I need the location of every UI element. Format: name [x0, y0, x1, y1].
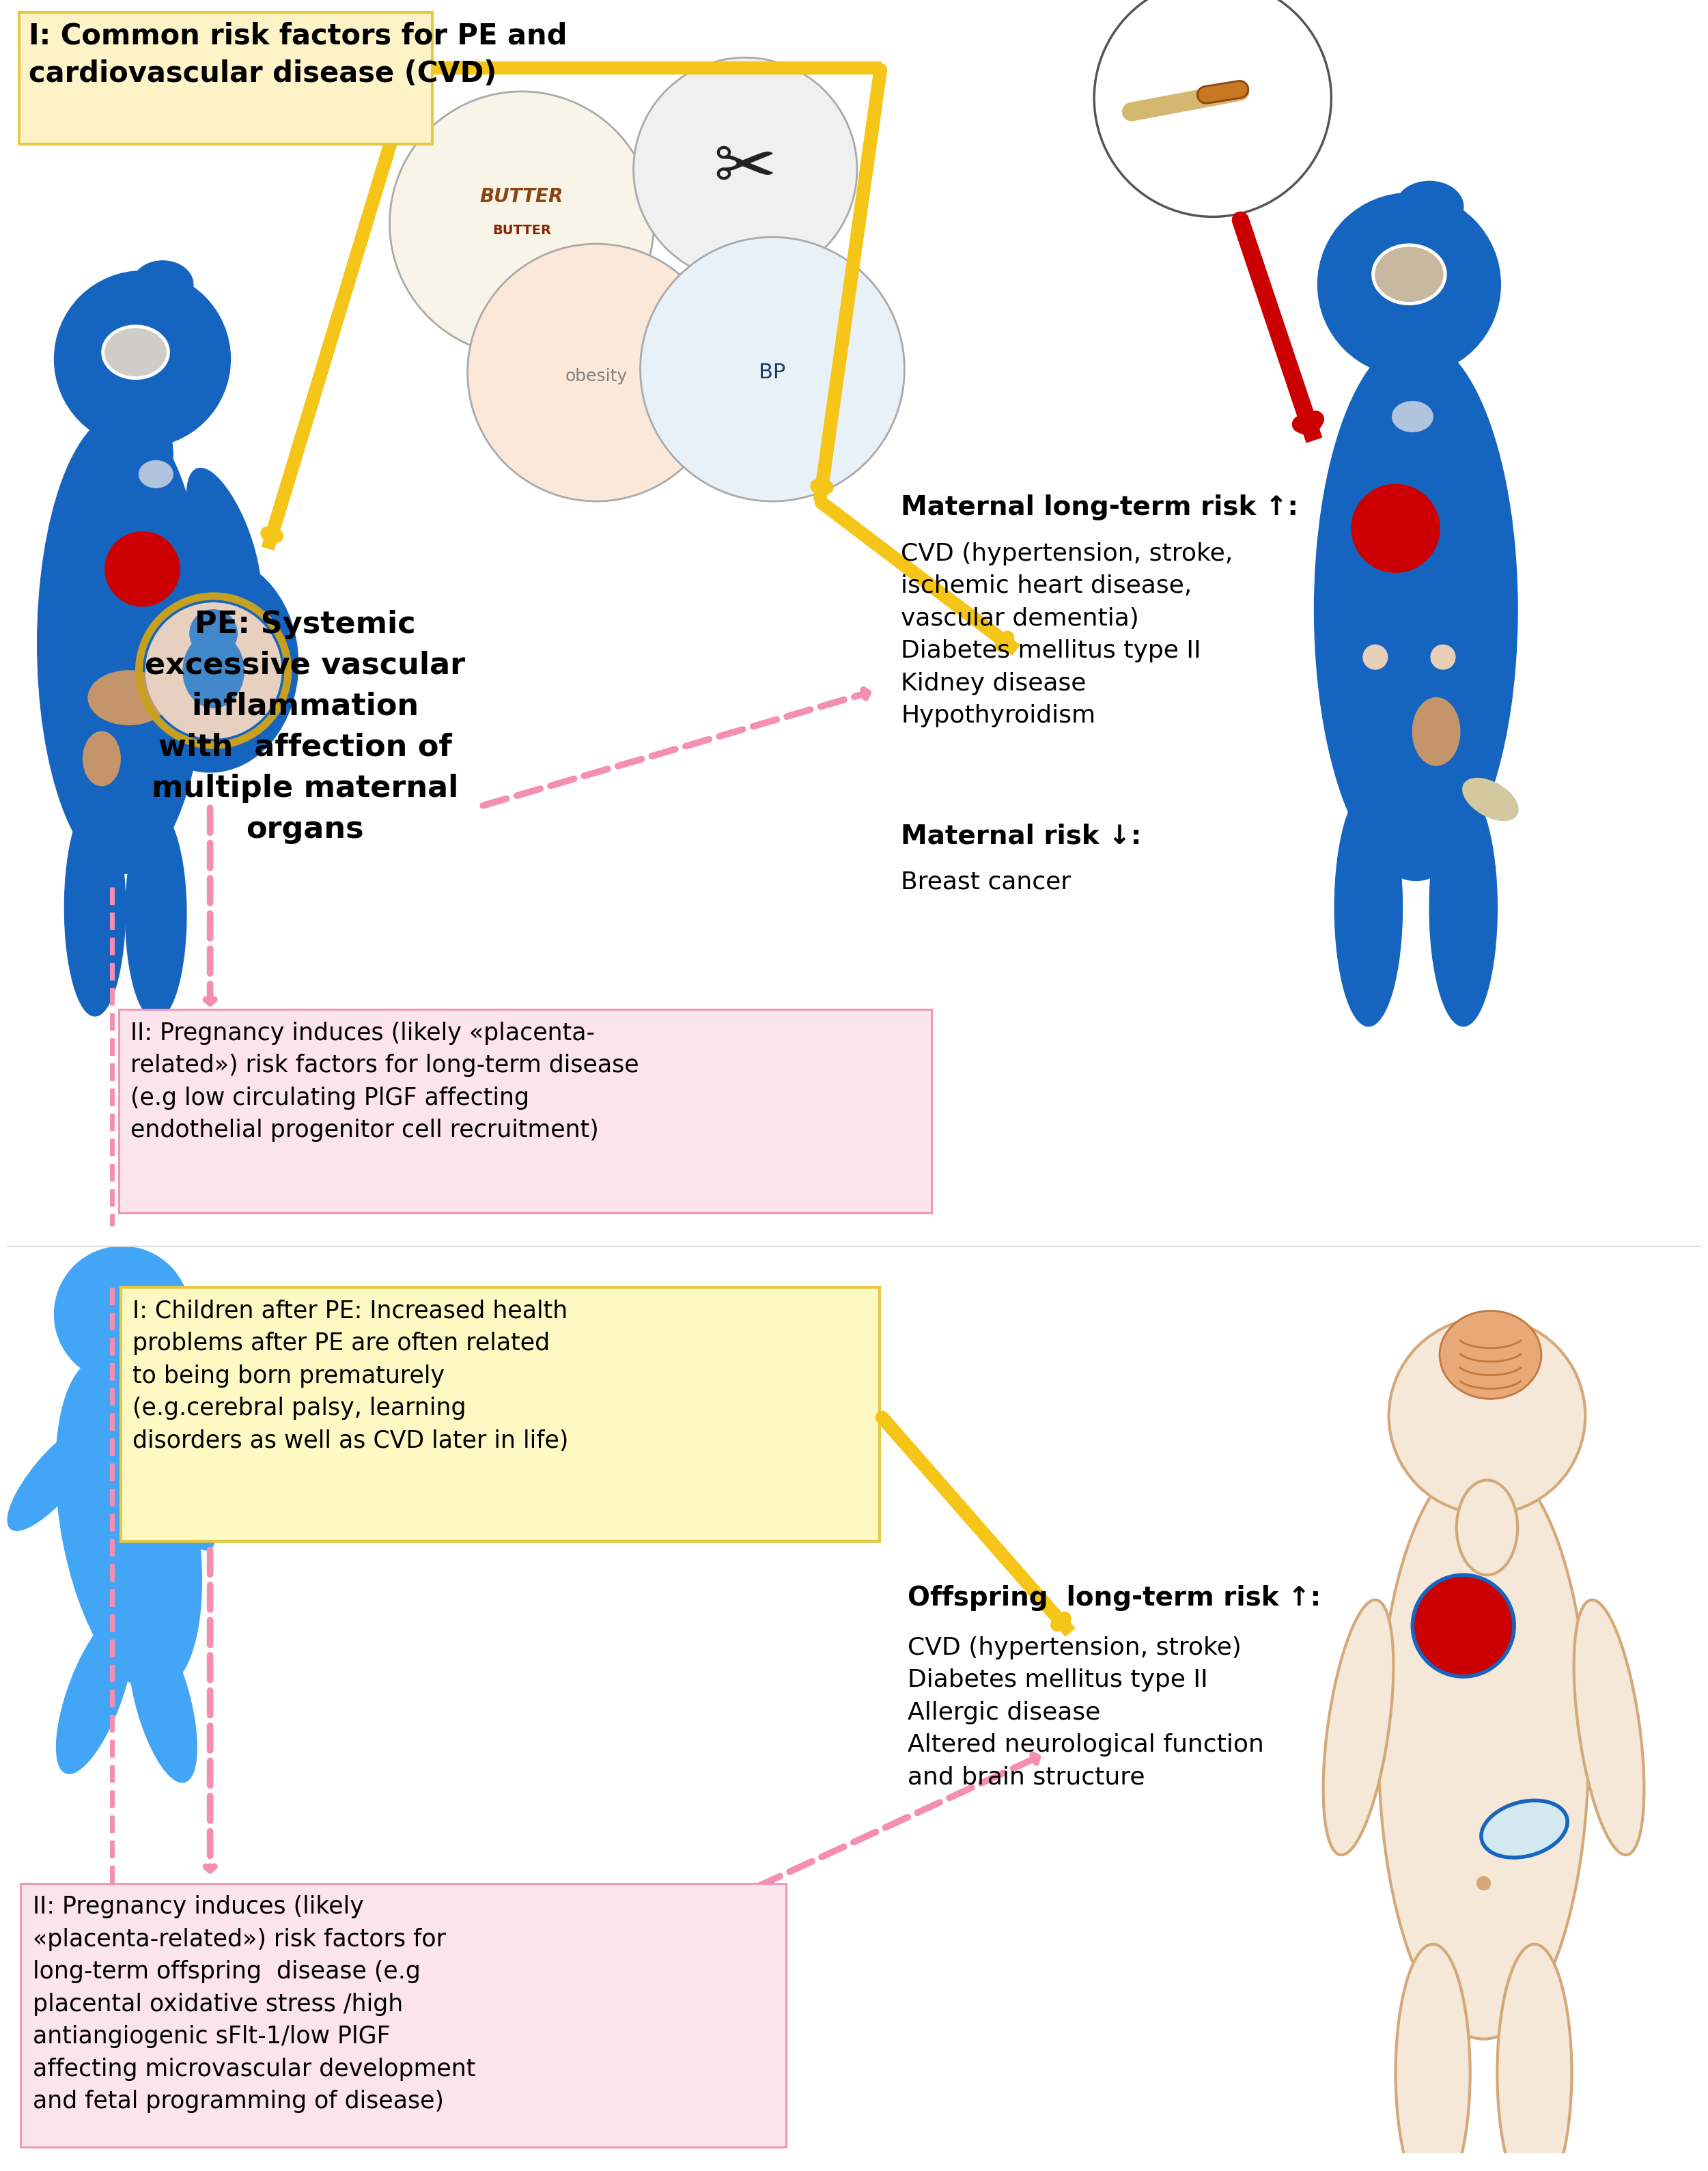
Text: Maternal long-term risk ↑:: Maternal long-term risk ↑: [902, 495, 1298, 521]
Circle shape [634, 59, 857, 280]
FancyBboxPatch shape [121, 1287, 880, 1541]
Circle shape [1363, 645, 1387, 669]
Ellipse shape [38, 412, 207, 875]
FancyBboxPatch shape [118, 1010, 931, 1214]
Ellipse shape [56, 1357, 202, 1691]
Ellipse shape [102, 326, 169, 380]
Text: BUTTER: BUTTER [480, 187, 564, 206]
Circle shape [1317, 193, 1501, 376]
Ellipse shape [1395, 1945, 1471, 2171]
Circle shape [389, 91, 654, 356]
Ellipse shape [1392, 402, 1433, 432]
Ellipse shape [1382, 350, 1436, 436]
FancyBboxPatch shape [19, 13, 432, 143]
Text: obesity: obesity [565, 367, 627, 384]
FancyBboxPatch shape [20, 1882, 786, 2147]
Ellipse shape [1324, 1600, 1394, 1854]
Ellipse shape [1375, 247, 1443, 302]
Ellipse shape [1378, 1457, 1588, 2039]
Circle shape [106, 532, 179, 606]
Ellipse shape [106, 328, 166, 376]
Ellipse shape [1395, 180, 1464, 232]
Ellipse shape [121, 556, 299, 773]
Ellipse shape [7, 1422, 101, 1531]
Circle shape [1413, 1574, 1515, 1676]
Ellipse shape [1457, 1481, 1517, 1574]
Text: CVD (hypertension, stroke)
Diabetes mellitus type II
Allergic disease
Altered ne: CVD (hypertension, stroke) Diabetes mell… [909, 1637, 1264, 1789]
Text: I: Common risk factors for PE and
cardiovascular disease (CVD): I: Common risk factors for PE and cardio… [29, 22, 567, 89]
Ellipse shape [1334, 790, 1402, 1027]
Ellipse shape [1462, 777, 1518, 821]
Ellipse shape [1573, 1600, 1645, 1854]
Text: CVD (hypertension, stroke,
ischemic heart disease,
vascular dementia)
Diabetes m: CVD (hypertension, stroke, ischemic hear… [902, 543, 1233, 727]
Text: Offspring  long-term risk ↑:: Offspring long-term risk ↑: [909, 1585, 1322, 1611]
Text: II: Pregnancy induces (likely
«placenta-related») risk factors for
long-term off: II: Pregnancy induces (likely «placenta-… [32, 1895, 475, 2112]
Circle shape [190, 610, 237, 658]
Ellipse shape [56, 1613, 133, 1774]
Circle shape [145, 604, 282, 738]
Text: ✂: ✂ [714, 132, 777, 206]
Ellipse shape [1430, 790, 1498, 1027]
Circle shape [640, 237, 905, 502]
Text: PE: Systemic
excessive vascular
inflammation
with  affection of
multiple materna: PE: Systemic excessive vascular inflamma… [145, 610, 465, 845]
Ellipse shape [89, 671, 169, 725]
Circle shape [1431, 645, 1455, 669]
Text: BP: BP [758, 363, 786, 382]
Ellipse shape [1498, 1945, 1571, 2171]
Ellipse shape [128, 1617, 196, 1782]
Text: I: Children after PE: Increased health
problems after PE are often related
to be: I: Children after PE: Increased health p… [132, 1298, 569, 1452]
Ellipse shape [138, 460, 173, 488]
Circle shape [55, 1246, 190, 1383]
Circle shape [1477, 1876, 1491, 1891]
Circle shape [1389, 1318, 1585, 1513]
Ellipse shape [1372, 243, 1447, 304]
Ellipse shape [125, 810, 186, 1020]
Ellipse shape [1315, 339, 1517, 881]
Circle shape [1351, 484, 1440, 573]
Circle shape [1095, 0, 1331, 217]
Ellipse shape [186, 469, 261, 617]
Text: Breast cancer: Breast cancer [902, 871, 1071, 894]
Ellipse shape [1413, 697, 1460, 766]
Text: II: Pregnancy induces (likely «placenta-
related») risk factors for long-term di: II: Pregnancy induces (likely «placenta-… [130, 1023, 639, 1142]
Ellipse shape [125, 412, 173, 495]
Text: Maternal risk ↓:: Maternal risk ↓: [902, 823, 1141, 849]
Ellipse shape [137, 1431, 215, 1550]
Ellipse shape [1440, 1311, 1541, 1398]
Ellipse shape [1481, 1800, 1568, 1858]
Text: BUTTER: BUTTER [492, 224, 552, 237]
Circle shape [55, 271, 231, 447]
Ellipse shape [84, 732, 120, 786]
Ellipse shape [65, 799, 125, 1016]
Ellipse shape [132, 261, 193, 308]
Ellipse shape [183, 634, 244, 708]
Circle shape [468, 243, 724, 502]
